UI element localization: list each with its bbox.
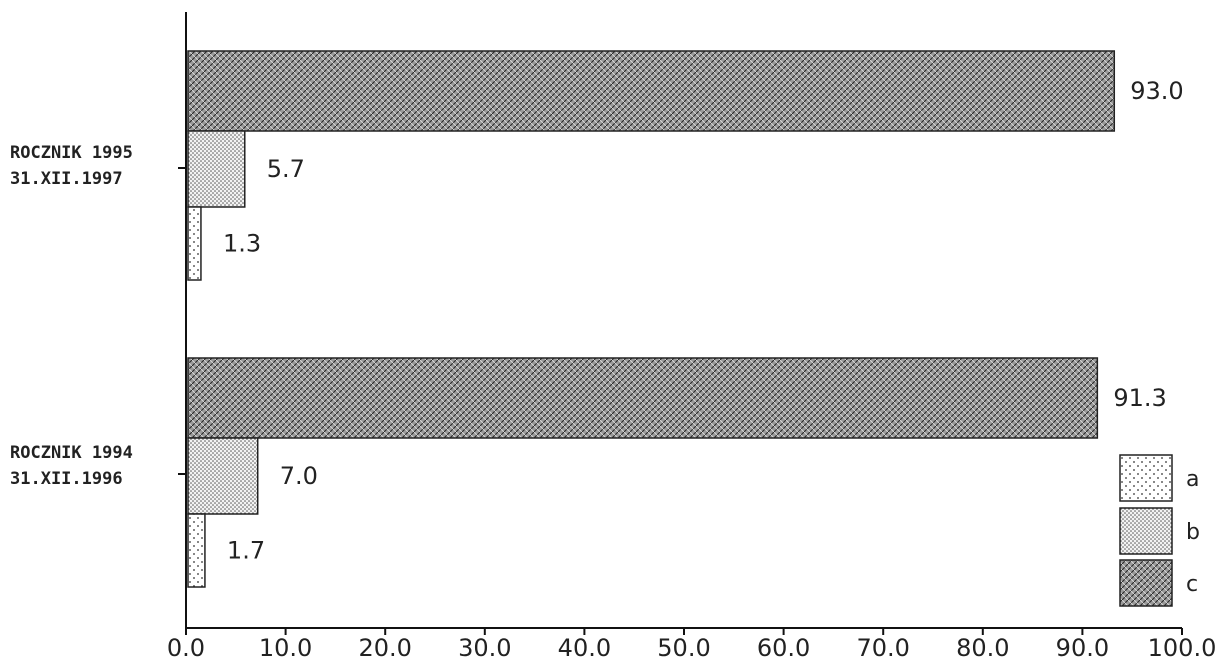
plot-area: 0.0 10.0 20.0 30.0 40.0 50.0 60.0 70.0 80.0 90.0 1… <box>10 12 1216 660</box>
legend-label: b <box>1186 520 1200 545</box>
category-label: 31.XII.1997 <box>10 169 123 189</box>
data-label: 7.0 <box>280 462 318 490</box>
bar-a-rocznik-1994 <box>187 513 206 588</box>
category-label: ROCZNIK 1994 <box>10 443 133 463</box>
legend-swatch-a <box>1119 454 1173 502</box>
category-label: 31.XII.1996 <box>10 469 123 489</box>
x-tick-label: 60.0 <box>757 634 810 660</box>
bar-c-rocznik-1994 <box>187 357 1099 439</box>
data-label: 1.7 <box>227 537 265 565</box>
legend-label: a <box>1186 467 1199 492</box>
x-tick-label: 100.0 <box>1148 634 1216 660</box>
bar-b-rocznik-1995 <box>187 130 246 208</box>
x-tick-label: 10.0 <box>259 634 312 660</box>
x-tick-label: 40.0 <box>558 634 611 660</box>
bar-a-rocznik-1995 <box>187 206 202 281</box>
x-tick-label: 80.0 <box>956 634 1009 660</box>
x-tick-label: 50.0 <box>657 634 710 660</box>
bar-c-rocznik-1995 <box>187 50 1116 132</box>
data-label: 5.7 <box>267 155 305 183</box>
x-tick-label: 30.0 <box>458 634 511 660</box>
data-label: 91.3 <box>1113 384 1166 412</box>
category-label: ROCZNIK 1995 <box>10 143 133 163</box>
data-label: 93.0 <box>1130 77 1183 105</box>
x-tick-label: 20.0 <box>358 634 411 660</box>
data-label: 1.3 <box>223 230 261 258</box>
x-tick-label: 70.0 <box>856 634 909 660</box>
bar-b-rocznik-1994 <box>187 437 259 515</box>
legend-swatch-b <box>1119 507 1173 555</box>
x-tick-label: 0.0 <box>167 634 205 660</box>
legend-swatch-c <box>1119 559 1173 607</box>
x-tick-label: 90.0 <box>1056 634 1109 660</box>
legend-label: c <box>1186 572 1198 597</box>
